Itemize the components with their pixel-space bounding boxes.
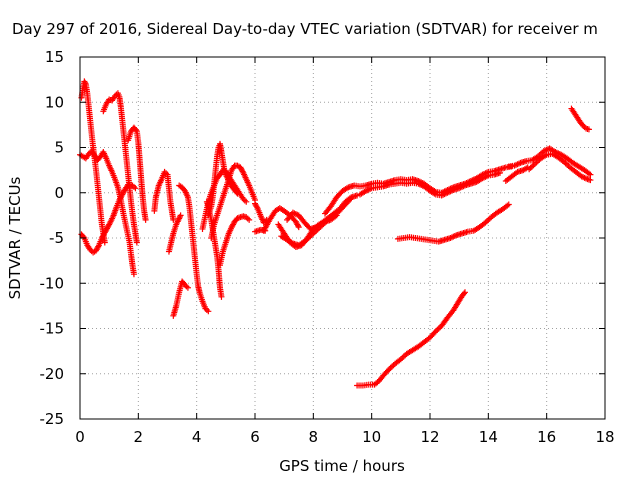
data-point: [101, 239, 108, 246]
data-point: [262, 227, 269, 234]
chart-title: Day 297 of 2016, Sidereal Day-to-day VTE…: [12, 20, 598, 38]
y-tick-label: 5: [54, 139, 64, 157]
y-tick-label: -25: [40, 410, 65, 428]
y-tick-label: -20: [40, 365, 65, 383]
data-point: [170, 216, 177, 223]
data-point: [524, 164, 531, 171]
y-tick-label: 15: [45, 48, 64, 66]
data-point: [177, 212, 184, 219]
series-arc-4: [100, 90, 140, 244]
data-point: [587, 177, 594, 184]
data-point: [585, 126, 592, 133]
data-point: [130, 271, 137, 278]
x-tick-label: 12: [420, 428, 439, 446]
series-arc-15: [252, 200, 269, 226]
series-arc-23: [394, 202, 511, 245]
data-point: [461, 290, 468, 297]
data-point: [80, 233, 87, 240]
x-tick-label: 18: [595, 428, 614, 446]
data-point: [246, 216, 253, 223]
data-point: [295, 222, 302, 229]
y-axis-label: SDTVAR / TECUs: [6, 176, 24, 299]
series-arc-24: [354, 290, 468, 389]
data-point: [132, 127, 139, 134]
x-tick-label: 4: [192, 428, 202, 446]
y-tick-label: 0: [54, 184, 64, 202]
series-arc-9: [165, 213, 183, 255]
series-arc-22: [357, 170, 502, 199]
y-tick-label: -5: [49, 229, 64, 247]
series-arc-2: [78, 78, 108, 244]
data-point: [347, 196, 354, 203]
data-point: [82, 79, 89, 86]
data-point: [348, 195, 355, 202]
series-arc-7: [176, 182, 210, 313]
data-point: [497, 169, 503, 176]
series-arc-3: [77, 148, 137, 276]
data-point: [462, 289, 468, 296]
series-arc-6: [151, 168, 177, 222]
data-point: [431, 329, 438, 336]
data-point: [295, 224, 302, 231]
data-point: [218, 293, 225, 300]
series-arc-20: [278, 196, 354, 249]
data-points: [77, 78, 594, 389]
data-point: [243, 198, 250, 205]
y-tick-label: -15: [40, 320, 65, 338]
x-axis-label: GPS time / hours: [279, 457, 405, 475]
x-tick-label: 0: [75, 428, 85, 446]
x-tick-label: 10: [362, 428, 381, 446]
data-point: [133, 239, 140, 246]
series-arc-8: [170, 278, 190, 319]
series-arc-13: [208, 162, 258, 241]
x-tick-label: 2: [134, 428, 144, 446]
x-tick-label: 14: [479, 428, 498, 446]
data-point: [205, 308, 212, 315]
x-tick-label: 8: [309, 428, 319, 446]
x-tick-label: 6: [250, 428, 260, 446]
series-arc-25: [505, 145, 592, 177]
series-arc-14: [217, 213, 251, 269]
data-point: [354, 192, 361, 199]
data-point: [254, 204, 261, 211]
data-point: [505, 201, 512, 208]
data-point: [132, 185, 139, 192]
data-point: [385, 367, 391, 374]
series-arc-28: [502, 165, 530, 184]
data-point: [184, 284, 191, 291]
gridlines: [80, 57, 605, 419]
series-arc-12: [199, 167, 248, 232]
x-tick-label: 16: [537, 428, 556, 446]
y-tick-label: 10: [45, 93, 64, 111]
data-point: [142, 216, 149, 223]
data-point: [587, 171, 594, 178]
axes: 0 2 4 6 8 10 12 14 16 18 -25 -20 -15 -10 -5 0 5 10 15: [40, 48, 615, 446]
series-arc-26: [526, 150, 592, 183]
y-tick-label: -10: [40, 274, 65, 292]
data-point: [95, 243, 102, 250]
